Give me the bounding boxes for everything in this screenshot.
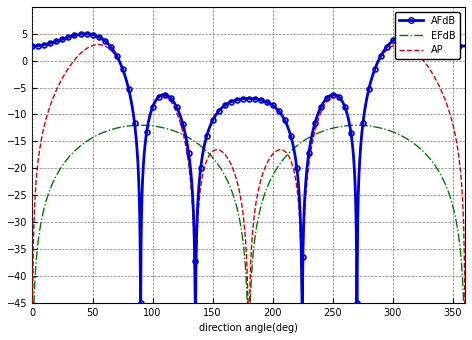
Legend: AFdB, EFdB, AP: AFdB, EFdB, AP	[395, 12, 460, 59]
X-axis label: direction angle(deg): direction angle(deg)	[199, 323, 298, 333]
